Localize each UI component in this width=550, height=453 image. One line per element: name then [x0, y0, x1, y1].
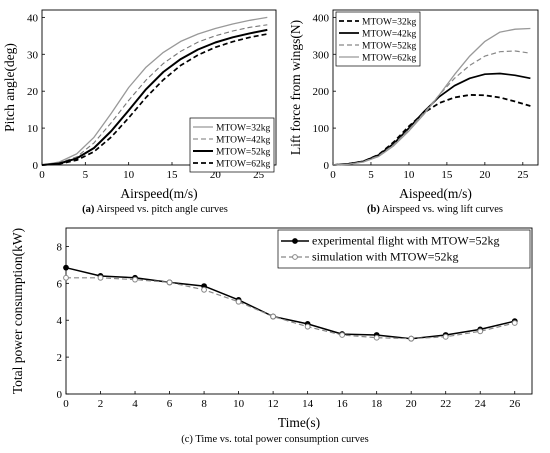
- y-tick-label: 100: [313, 123, 330, 135]
- x-tick-label: 10: [123, 169, 135, 181]
- x-tick-label: 0: [330, 169, 336, 181]
- x-tick-label: 0: [63, 398, 69, 410]
- series-line: [332, 27, 531, 166]
- data-point: [63, 274, 69, 281]
- series-line: [332, 72, 531, 166]
- x-tick-label: 25: [253, 169, 265, 181]
- x-axis-label: Time(s): [278, 415, 320, 430]
- data-point: [201, 286, 207, 293]
- legend-label: simulation with MTOW=52kg: [312, 250, 459, 264]
- y-axis-label: Pitch angle(deg): [2, 43, 17, 132]
- chart-a: 0 5 10 15 20 25 0 10 20 30 40 Airspeed(m/s) Pitch an…: [2, 9, 277, 215]
- legend-label: MTOW=62kg: [362, 54, 417, 64]
- legend-label: experimental flight with MTOW=52kg: [312, 234, 500, 248]
- y-tick-label: 0: [57, 389, 63, 401]
- data-point: [373, 334, 380, 341]
- y-tick-label: 0: [324, 160, 330, 172]
- data-point: [97, 274, 104, 281]
- plot-frame: [332, 9, 539, 166]
- x-tick-label: 12: [268, 398, 279, 410]
- x-tick-label: 16: [337, 398, 349, 410]
- legend-box: [277, 229, 531, 269]
- y-tick-label: 200: [313, 86, 330, 98]
- caption-tag: (b): [367, 204, 380, 215]
- y-tick-label: 2: [57, 352, 63, 364]
- y-tick-label: 20: [27, 86, 39, 98]
- caption-text: Airspeed vs. wing lift curves: [380, 204, 503, 215]
- x-tick-label: 5: [368, 169, 374, 181]
- x-tick-label: 20: [210, 169, 222, 181]
- legend-label: MTOW=52kg: [362, 42, 417, 52]
- y-tick-label: 6: [57, 278, 63, 290]
- x-tick-label: 15: [167, 169, 179, 181]
- x-axis-label: Airspeed(m/s): [120, 186, 197, 201]
- y-tick-label: 8: [57, 241, 63, 253]
- data-point: [270, 313, 277, 320]
- x-tick-label: 0: [39, 169, 45, 181]
- x-tick-label: 22: [440, 398, 451, 410]
- x-tick-label: 25: [517, 169, 529, 181]
- x-tick-label: 10: [403, 169, 415, 181]
- y-tick-label: 300: [313, 49, 330, 61]
- series-line: [66, 277, 515, 340]
- series-line: [332, 50, 531, 166]
- x-tick-label: 24: [475, 398, 487, 410]
- legend-label: MTOW=32kg: [362, 18, 417, 28]
- series-line: [41, 16, 268, 166]
- plot-frame: [41, 9, 277, 166]
- plot-frame: [65, 227, 533, 395]
- x-tick-label: 15: [441, 169, 453, 181]
- y-tick-label: 40: [27, 12, 39, 24]
- x-tick-label: 8: [201, 398, 207, 410]
- y-tick-label: 30: [27, 49, 39, 61]
- caption-text: Airspeed vs. pitch angle curves: [94, 204, 228, 215]
- data-point: [132, 276, 138, 283]
- x-tick-label: 10: [233, 398, 245, 410]
- x-tick-label: 6: [167, 398, 173, 410]
- chart-b: 0 5 10 15 20 25 0 100 200 300 400 Aispeed(m/s) Lift …: [288, 9, 539, 215]
- y-tick-label: 400: [313, 12, 330, 24]
- legend-label: MTOW=52kg: [216, 148, 271, 158]
- chart-c: 0 2 4 6 8 10 12 14 16 18 20 22 24 2602468Time(s)Total…: [10, 227, 533, 445]
- y-tick-label: 0: [33, 160, 39, 172]
- x-tick-label: 20: [406, 398, 418, 410]
- series-line: [65, 266, 515, 340]
- legend-label: MTOW=32kg: [216, 124, 271, 134]
- data-point: [442, 333, 449, 340]
- series-line: [41, 28, 268, 166]
- y-tick-label: 10: [27, 123, 39, 135]
- x-axis-label: Aispeed(m/s): [399, 186, 472, 201]
- legend-label: MTOW=62kg: [216, 160, 271, 170]
- x-tick-label: 4: [132, 398, 138, 410]
- caption: (c) Time vs. total power consumption cur…: [181, 434, 369, 445]
- data-point: [339, 332, 346, 338]
- legend-label: MTOW=42kg: [216, 136, 271, 146]
- data-point: [235, 298, 242, 305]
- data-point: [477, 328, 484, 335]
- data-point: [304, 323, 311, 330]
- x-tick-label: 26: [509, 398, 521, 410]
- y-axis-label: Total power consumption(kW): [10, 228, 25, 394]
- x-tick-label: 20: [479, 169, 491, 181]
- x-tick-label: 18: [371, 398, 383, 410]
- caption-tag: (a): [82, 204, 95, 215]
- x-tick-label: 5: [83, 169, 89, 181]
- caption: (b) Airspeed vs. wing lift curves: [367, 204, 503, 215]
- data-point: [63, 264, 69, 271]
- caption: (a) Airspeed vs. pitch angle curves: [82, 204, 228, 215]
- legend-marker: [292, 238, 298, 244]
- data-point: [408, 335, 415, 342]
- x-tick-label: 14: [302, 398, 314, 410]
- y-tick-label: 4: [57, 315, 63, 327]
- y-axis-label: Lift force from wings(N): [288, 20, 303, 155]
- legend-marker: [292, 254, 298, 260]
- data-point: [166, 279, 173, 286]
- data-point: [511, 320, 518, 326]
- x-tick-label: 2: [98, 398, 104, 410]
- legend-label: MTOW=42kg: [362, 30, 417, 40]
